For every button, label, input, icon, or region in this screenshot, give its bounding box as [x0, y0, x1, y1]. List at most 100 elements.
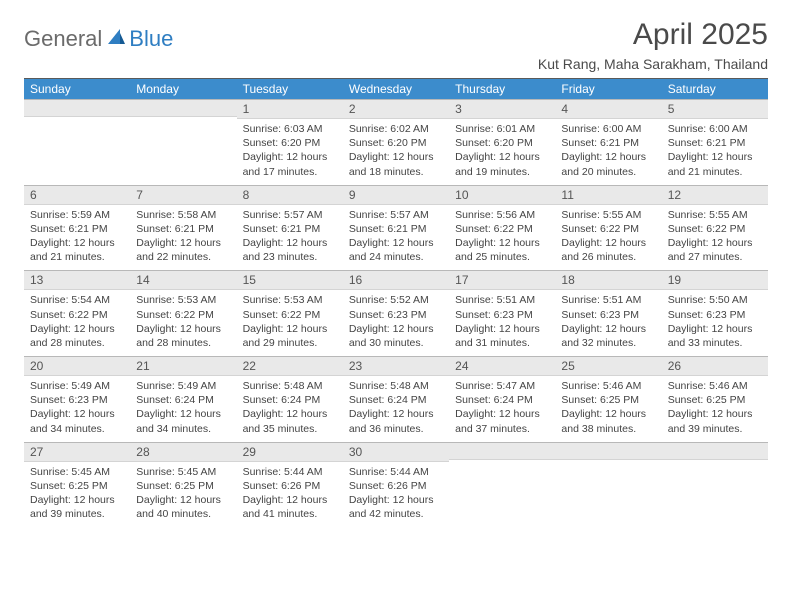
- day-details: Sunrise: 5:48 AMSunset: 6:24 PMDaylight:…: [343, 376, 449, 442]
- month-title: April 2025: [538, 18, 768, 52]
- sunset-line: Sunset: 6:23 PM: [455, 308, 549, 322]
- daylight-line: Daylight: 12 hours and 18 minutes.: [349, 150, 443, 178]
- sunset-line: Sunset: 6:22 PM: [455, 222, 549, 236]
- day-number: 15: [237, 270, 343, 290]
- weekday-header: Wednesday: [343, 79, 449, 99]
- sunset-line: Sunset: 6:22 PM: [136, 308, 230, 322]
- header: General Blue April 2025 Kut Rang, Maha S…: [24, 18, 768, 72]
- daylight-line: Daylight: 12 hours and 27 minutes.: [668, 236, 762, 264]
- calendar-cell: [662, 442, 768, 528]
- day-number: 26: [662, 356, 768, 376]
- day-details: Sunrise: 5:50 AMSunset: 6:23 PMDaylight:…: [662, 290, 768, 356]
- calendar-cell: 23Sunrise: 5:48 AMSunset: 6:24 PMDayligh…: [343, 356, 449, 442]
- calendar: SundayMondayTuesdayWednesdayThursdayFrid…: [24, 78, 768, 527]
- daylight-line: Daylight: 12 hours and 41 minutes.: [243, 493, 337, 521]
- day-number: 20: [24, 356, 130, 376]
- daylight-line: Daylight: 12 hours and 32 minutes.: [561, 322, 655, 350]
- calendar-cell: 5Sunrise: 6:00 AMSunset: 6:21 PMDaylight…: [662, 99, 768, 185]
- sunset-line: Sunset: 6:26 PM: [349, 479, 443, 493]
- calendar-cell: 27Sunrise: 5:45 AMSunset: 6:25 PMDayligh…: [24, 442, 130, 528]
- sunset-line: Sunset: 6:21 PM: [349, 222, 443, 236]
- calendar-cell: 20Sunrise: 5:49 AMSunset: 6:23 PMDayligh…: [24, 356, 130, 442]
- daylight-line: Daylight: 12 hours and 28 minutes.: [30, 322, 124, 350]
- daylight-line: Daylight: 12 hours and 31 minutes.: [455, 322, 549, 350]
- day-details: Sunrise: 5:54 AMSunset: 6:22 PMDaylight:…: [24, 290, 130, 356]
- sunrise-line: Sunrise: 5:53 AM: [243, 293, 337, 307]
- weekday-header: Sunday: [24, 79, 130, 99]
- sunrise-line: Sunrise: 6:02 AM: [349, 122, 443, 136]
- sunset-line: Sunset: 6:23 PM: [668, 308, 762, 322]
- day-number: 9: [343, 185, 449, 205]
- daylight-line: Daylight: 12 hours and 28 minutes.: [136, 322, 230, 350]
- sunset-line: Sunset: 6:23 PM: [349, 308, 443, 322]
- day-details: Sunrise: 5:58 AMSunset: 6:21 PMDaylight:…: [130, 205, 236, 271]
- daylight-line: Daylight: 12 hours and 30 minutes.: [349, 322, 443, 350]
- sunrise-line: Sunrise: 5:57 AM: [243, 208, 337, 222]
- day-number: [130, 99, 236, 117]
- day-details: Sunrise: 5:55 AMSunset: 6:22 PMDaylight:…: [662, 205, 768, 271]
- sunrise-line: Sunrise: 5:49 AM: [30, 379, 124, 393]
- weekday-header: Friday: [555, 79, 661, 99]
- day-details: Sunrise: 5:44 AMSunset: 6:26 PMDaylight:…: [237, 462, 343, 528]
- sunset-line: Sunset: 6:25 PM: [668, 393, 762, 407]
- day-number: [555, 442, 661, 460]
- day-details: Sunrise: 5:48 AMSunset: 6:24 PMDaylight:…: [237, 376, 343, 442]
- day-number: 23: [343, 356, 449, 376]
- day-number: 12: [662, 185, 768, 205]
- calendar-cell: [555, 442, 661, 528]
- logo: General Blue: [24, 26, 173, 52]
- daylight-line: Daylight: 12 hours and 33 minutes.: [668, 322, 762, 350]
- day-number: 18: [555, 270, 661, 290]
- calendar-cell: 22Sunrise: 5:48 AMSunset: 6:24 PMDayligh…: [237, 356, 343, 442]
- sunrise-line: Sunrise: 5:52 AM: [349, 293, 443, 307]
- day-details: Sunrise: 5:45 AMSunset: 6:25 PMDaylight:…: [130, 462, 236, 528]
- daylight-line: Daylight: 12 hours and 25 minutes.: [455, 236, 549, 264]
- calendar-cell: [449, 442, 555, 528]
- weekday-header: Monday: [130, 79, 236, 99]
- sunset-line: Sunset: 6:22 PM: [243, 308, 337, 322]
- calendar-cell: 13Sunrise: 5:54 AMSunset: 6:22 PMDayligh…: [24, 270, 130, 356]
- day-number: 17: [449, 270, 555, 290]
- calendar-cell: [24, 99, 130, 185]
- daylight-line: Daylight: 12 hours and 40 minutes.: [136, 493, 230, 521]
- daylight-line: Daylight: 12 hours and 17 minutes.: [243, 150, 337, 178]
- sunset-line: Sunset: 6:21 PM: [136, 222, 230, 236]
- sunset-line: Sunset: 6:22 PM: [30, 308, 124, 322]
- sunrise-line: Sunrise: 5:44 AM: [243, 465, 337, 479]
- calendar-cell: 10Sunrise: 5:56 AMSunset: 6:22 PMDayligh…: [449, 185, 555, 271]
- daylight-line: Daylight: 12 hours and 38 minutes.: [561, 407, 655, 435]
- calendar-cell: 19Sunrise: 5:50 AMSunset: 6:23 PMDayligh…: [662, 270, 768, 356]
- day-number: 30: [343, 442, 449, 462]
- sunset-line: Sunset: 6:21 PM: [30, 222, 124, 236]
- sunset-line: Sunset: 6:20 PM: [349, 136, 443, 150]
- logo-text-general: General: [24, 26, 102, 52]
- day-number: 10: [449, 185, 555, 205]
- day-number: 2: [343, 99, 449, 119]
- day-details: Sunrise: 6:00 AMSunset: 6:21 PMDaylight:…: [662, 119, 768, 185]
- weekday-header: Tuesday: [237, 79, 343, 99]
- week-row: 1Sunrise: 6:03 AMSunset: 6:20 PMDaylight…: [24, 99, 768, 185]
- sunset-line: Sunset: 6:21 PM: [243, 222, 337, 236]
- sunrise-line: Sunrise: 6:00 AM: [561, 122, 655, 136]
- sunset-line: Sunset: 6:25 PM: [136, 479, 230, 493]
- day-details: Sunrise: 5:46 AMSunset: 6:25 PMDaylight:…: [662, 376, 768, 442]
- calendar-cell: 26Sunrise: 5:46 AMSunset: 6:25 PMDayligh…: [662, 356, 768, 442]
- sunrise-line: Sunrise: 5:55 AM: [668, 208, 762, 222]
- day-number: 1: [237, 99, 343, 119]
- day-details: Sunrise: 5:51 AMSunset: 6:23 PMDaylight:…: [555, 290, 661, 356]
- day-details: Sunrise: 5:56 AMSunset: 6:22 PMDaylight:…: [449, 205, 555, 271]
- day-number: 13: [24, 270, 130, 290]
- week-row: 6Sunrise: 5:59 AMSunset: 6:21 PMDaylight…: [24, 185, 768, 271]
- daylight-line: Daylight: 12 hours and 21 minutes.: [30, 236, 124, 264]
- sunset-line: Sunset: 6:20 PM: [455, 136, 549, 150]
- week-row: 20Sunrise: 5:49 AMSunset: 6:23 PMDayligh…: [24, 356, 768, 442]
- day-details: Sunrise: 5:44 AMSunset: 6:26 PMDaylight:…: [343, 462, 449, 528]
- weeks-container: 1Sunrise: 6:03 AMSunset: 6:20 PMDaylight…: [24, 99, 768, 527]
- daylight-line: Daylight: 12 hours and 24 minutes.: [349, 236, 443, 264]
- calendar-cell: 16Sunrise: 5:52 AMSunset: 6:23 PMDayligh…: [343, 270, 449, 356]
- sunrise-line: Sunrise: 5:54 AM: [30, 293, 124, 307]
- daylight-line: Daylight: 12 hours and 23 minutes.: [243, 236, 337, 264]
- sunrise-line: Sunrise: 5:55 AM: [561, 208, 655, 222]
- daylight-line: Daylight: 12 hours and 39 minutes.: [668, 407, 762, 435]
- daylight-line: Daylight: 12 hours and 42 minutes.: [349, 493, 443, 521]
